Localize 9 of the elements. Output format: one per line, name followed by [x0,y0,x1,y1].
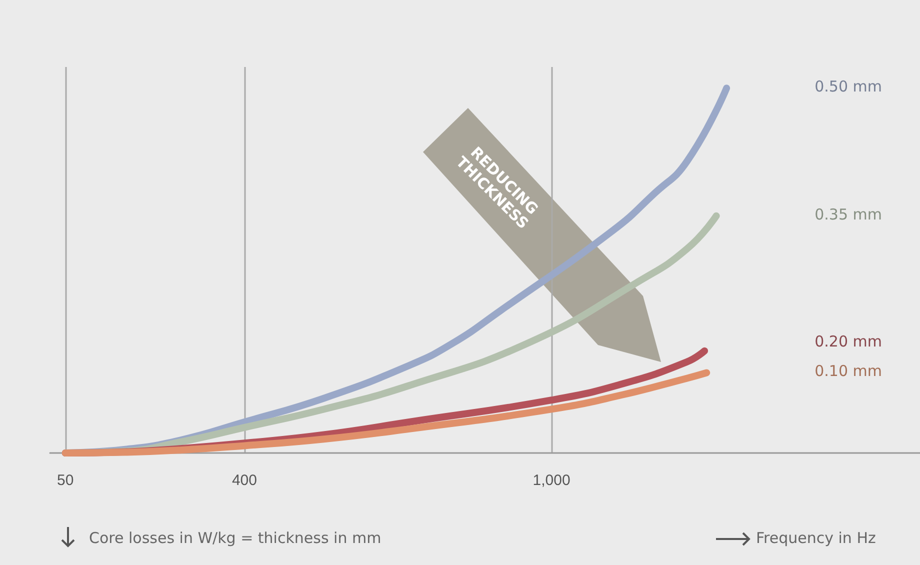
text: 0.10 mm [814,362,882,380]
text: 0.50 mm [814,78,882,96]
x-tick-label: 1,000 [532,472,570,489]
x-axis-title: Frequency in Hz [756,529,876,547]
text: Core losses in W/kg = thickness in mm [89,529,382,547]
text: 0.35 mm [814,205,882,224]
x-tick-label: 400 [232,472,257,489]
text: 0.20 mm [814,332,882,350]
x-tick-label: 50 [57,472,74,489]
